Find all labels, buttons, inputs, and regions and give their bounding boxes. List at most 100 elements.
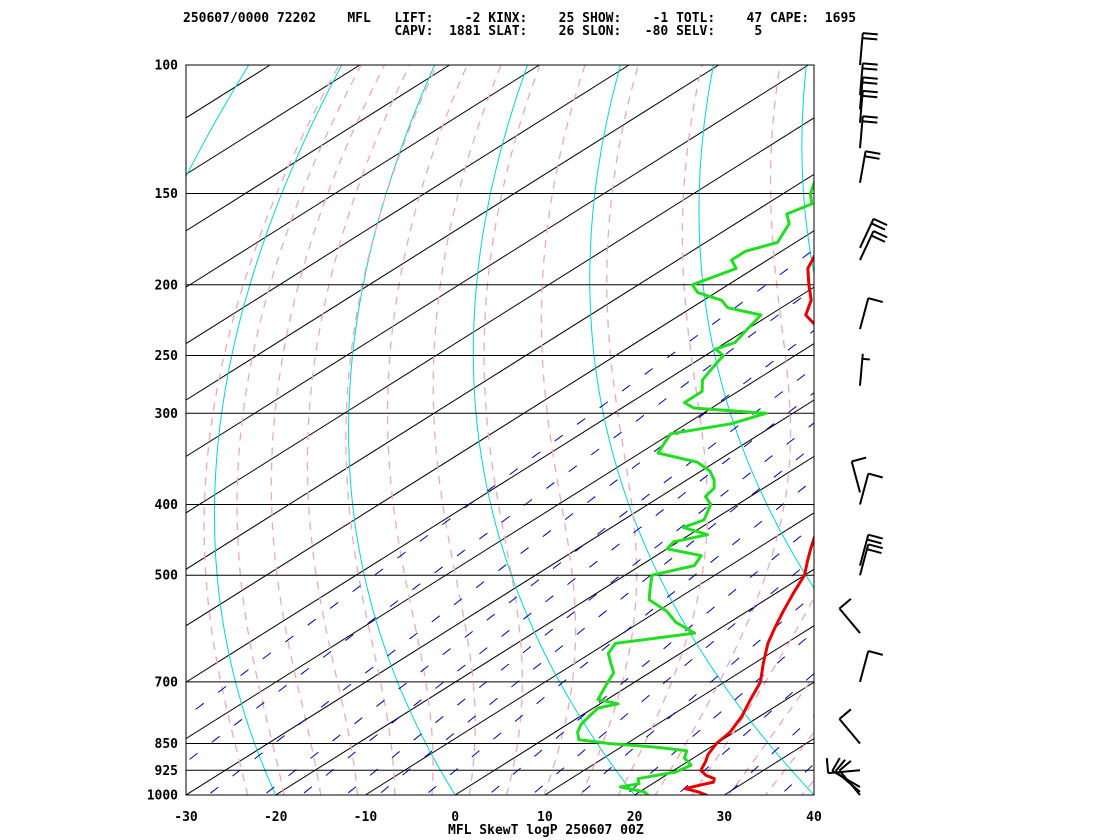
moist-adiabat-line <box>386 65 468 795</box>
wind-barb <box>859 115 878 149</box>
wind-barbs <box>825 32 888 796</box>
moist-adiabat-line <box>306 65 411 795</box>
temperature-profile <box>683 253 814 795</box>
moist-adiabat-line <box>483 65 541 795</box>
mixing-ratio-line <box>263 366 814 795</box>
wind-barb <box>859 150 881 183</box>
sounding-profiles <box>576 178 814 795</box>
moist-adiabat-line <box>540 65 586 795</box>
temperature-label-minus30: -30 <box>174 810 198 825</box>
moist-adiabat-line <box>345 65 438 795</box>
mixing-ratio-line <box>344 422 814 795</box>
wind-barb <box>825 758 861 775</box>
isotherm-line <box>186 65 809 458</box>
isotherm-line <box>186 65 719 401</box>
wind-barb <box>859 62 878 96</box>
dewpoint-profile <box>576 178 814 795</box>
mixing-ratio-line <box>487 524 814 795</box>
wind-barb <box>838 598 861 634</box>
mixing-ratio-line <box>207 329 814 795</box>
isotherm-line <box>186 230 814 627</box>
pressure-tick-labels: 100 150 200 250 300 400 500 700 850 925 1000 <box>147 59 178 804</box>
moist-adiabat-line <box>728 674 814 795</box>
dry-adiabat-line <box>992 65 1120 811</box>
isotherm-line <box>186 65 271 119</box>
isotherm-line <box>724 737 814 795</box>
mixing-ratio-line <box>377 444 814 795</box>
pressure-label-300: 300 <box>155 407 179 422</box>
moist-adiabat-line <box>236 65 362 795</box>
pressure-label-100: 100 <box>155 59 179 74</box>
plot-frame <box>185 64 815 796</box>
header-line-1: 250607/0000 72202 MFL LIFT: -2 KINX: 25 … <box>183 11 856 26</box>
mixing-ratio-line <box>531 557 814 795</box>
isotherm-line <box>275 455 814 795</box>
wind-barb <box>859 76 878 110</box>
temperature-label-30: 30 <box>716 810 732 825</box>
temperature-label-minus10: -10 <box>354 810 378 825</box>
pressure-label-850: 850 <box>155 737 179 752</box>
isotherm-line <box>454 568 814 795</box>
header-line-2: CAPV: 1881 SLAT: 26 SLON: -80 SELV: 5 <box>183 24 762 39</box>
moist-adiabat-line <box>691 596 814 795</box>
temperature-label-minus20: -20 <box>264 810 288 825</box>
moist-adiabat-line <box>617 65 709 795</box>
wind-barb <box>838 708 861 745</box>
temperature-label-20: 20 <box>627 810 643 825</box>
moist-adiabat-line <box>764 731 814 795</box>
dry-adiabat-line <box>589 65 814 795</box>
pressure-label-150: 150 <box>155 187 179 202</box>
isotherm-line <box>186 65 630 345</box>
wind-barb <box>859 543 884 576</box>
wind-barb <box>859 89 878 123</box>
wind-barb <box>831 757 861 788</box>
dry-adiabat-line <box>899 65 1120 811</box>
wind-barb <box>859 533 884 566</box>
temperature-tick-labels: -30 -20 -10 0 10 20 30 40 <box>174 810 822 825</box>
wind-barb <box>859 650 884 683</box>
mixing-ratio-line <box>186 287 814 763</box>
temperature-label-10: 10 <box>537 810 553 825</box>
moist-adiabat-line <box>432 65 502 795</box>
isotherm-line <box>186 399 814 795</box>
footer-caption: MFL SkewT logP 250607 00Z <box>448 823 644 838</box>
wind-barb <box>859 297 884 330</box>
isotherm-line <box>186 65 540 288</box>
temperature-label-0: 0 <box>451 810 459 825</box>
pressure-label-400: 400 <box>155 498 179 513</box>
moist-adiabat-line <box>580 65 639 795</box>
mixing-ratio-line <box>424 478 814 795</box>
wind-barb <box>859 353 870 386</box>
background-lines <box>186 65 1120 811</box>
pressure-label-700: 700 <box>155 675 179 690</box>
pressure-label-925: 925 <box>155 764 178 779</box>
pressure-label-500: 500 <box>155 569 179 584</box>
pressure-label-250: 250 <box>155 349 179 364</box>
moist-adiabat-line <box>203 65 340 795</box>
mixing-ratio-line <box>186 248 814 718</box>
dry-adiabat-line <box>186 65 250 178</box>
dry-adiabat-line <box>698 65 814 590</box>
pressure-label-1000: 1000 <box>147 789 178 804</box>
mixing-ratio-line <box>676 672 814 795</box>
isotherm-line <box>365 512 814 795</box>
isotherm-line <box>634 681 814 795</box>
temperature-label-40: 40 <box>806 810 822 825</box>
isotherm-line <box>813 794 814 795</box>
dry-adiabat-line <box>348 65 456 795</box>
wind-barb <box>859 32 878 66</box>
moist-adiabat-line <box>654 65 792 795</box>
mixing-ratio-line <box>300 392 814 795</box>
mixing-ratio-line <box>779 763 814 795</box>
wind-barb <box>859 217 888 249</box>
isotherm-line <box>186 65 361 175</box>
wind-barb <box>859 472 884 505</box>
dry-adiabat-line <box>1085 65 1120 811</box>
pressure-label-200: 200 <box>155 278 179 293</box>
wind-barb <box>859 230 888 261</box>
dry-adiabat-line <box>801 65 814 276</box>
isotherm-line <box>186 117 814 514</box>
moist-adiabat-line <box>270 65 386 795</box>
isotherm-line <box>186 173 814 570</box>
